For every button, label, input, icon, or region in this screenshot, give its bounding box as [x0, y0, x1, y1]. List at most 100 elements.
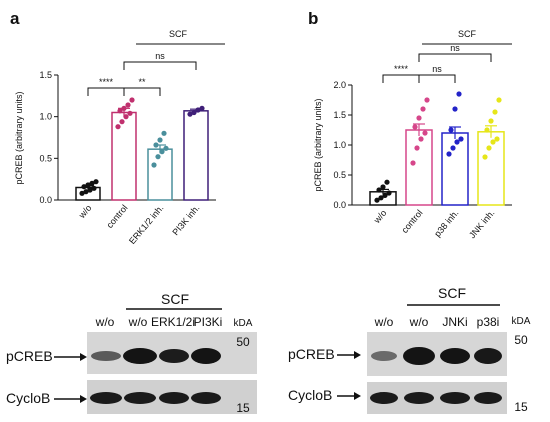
blot-marker-15-b: 15	[514, 400, 528, 414]
point-b-0-1	[378, 195, 384, 201]
band-pcreb-b-2	[403, 347, 435, 365]
sig-label-a-0: ****	[99, 77, 114, 87]
blot-row-label-pcreb-b: pCREB	[288, 346, 335, 362]
chart-a: SCF pCREB (arbitrary units) 0.0 0.5 1.0 1.5…	[14, 29, 225, 246]
point-b-1-6	[420, 106, 426, 112]
point-a-0-4	[81, 184, 87, 190]
arrowhead-pcreb-b	[354, 351, 361, 359]
blot-lane-label-b-3: JNKi	[442, 315, 467, 329]
point-b-2-4	[448, 127, 454, 133]
point-b-3-0	[482, 154, 488, 160]
y-tick-label-b-0: 0.0	[333, 200, 346, 210]
blot-kda-label-a: kDA	[234, 318, 253, 329]
point-a-1-0	[115, 124, 121, 130]
y-tick-label-b-3: 1.5	[333, 110, 346, 120]
point-b-1-1	[414, 145, 420, 151]
band-pcreb-b-3	[440, 348, 470, 364]
blot-scf-label-b: SCF	[438, 285, 466, 301]
band-cyclob-a-4	[191, 392, 221, 404]
blot-marker-15-a: 15	[236, 401, 250, 415]
point-a-1-4	[117, 108, 123, 114]
blot-marker-50-a: 50	[236, 335, 250, 349]
arrowhead-cyclob-a	[80, 395, 87, 403]
point-a-2-0	[151, 162, 157, 168]
point-a-0-2	[87, 187, 93, 193]
point-a-0-7	[93, 179, 99, 185]
band-pcreb-a-4	[191, 348, 221, 364]
category-label-a-1: control	[105, 203, 130, 230]
point-b-2-3	[458, 136, 464, 142]
band-cyclob-b-1	[370, 392, 398, 404]
blot-row-label-cyclob-a: CycloB	[6, 390, 50, 406]
point-b-1-0	[410, 160, 416, 166]
point-b-0-4	[376, 187, 382, 193]
sig-label-a-2: ns	[155, 51, 165, 61]
point-b-1-4	[412, 124, 418, 130]
sig-label-b-1: ns	[432, 64, 442, 74]
point-b-0-2	[382, 192, 388, 198]
y-tick-label-b-2: 1.0	[333, 140, 346, 150]
bar-a-3	[183, 110, 209, 201]
western-blot-a: SCF w/o w/o ERK1/2i PI3Ki kDA 50 15 pCRE…	[6, 291, 257, 415]
band-pcreb-b-4	[474, 348, 502, 364]
sig-bracket-a-2	[123, 61, 197, 70]
category-label-b-0: w/o	[371, 208, 388, 226]
band-cyclob-a-2	[124, 392, 156, 404]
point-b-2-5	[452, 106, 458, 112]
blot-lane-label-b-2: w/o	[409, 315, 429, 329]
western-blot-b: SCF w/o w/o JNKi p38i kDA 50 15 pCREB Cy…	[288, 285, 531, 414]
category-label-b-3: JNK inh.	[467, 208, 497, 240]
y-tick-label-a-0: 0.0	[39, 195, 52, 205]
point-a-3-1	[191, 109, 197, 116]
band-cyclob-b-4	[474, 392, 502, 404]
sig-label-b-2: ns	[450, 43, 460, 53]
bar-b-1	[405, 129, 433, 206]
blot-lane-label-a-1: w/o	[95, 315, 115, 329]
point-b-1-7	[424, 97, 430, 103]
sig-bracket-b-2	[418, 53, 492, 62]
panel-label-a: a	[10, 9, 20, 28]
point-b-1-5	[416, 115, 422, 121]
point-a-2-2	[159, 149, 165, 155]
band-pcreb-b-1	[371, 351, 397, 361]
sig-bracket-b-1	[418, 74, 456, 83]
y-tick-label-a-2: 1.0	[39, 112, 52, 122]
category-label-b-1: control	[400, 208, 425, 235]
band-pcreb-a-2	[123, 348, 157, 364]
chart-b: SCF pCREB (arbitrary units) 0.0 0.5 1.0 1.5…	[313, 29, 512, 240]
band-cyclob-b-2	[404, 392, 434, 404]
blot-lane-label-b-4: p38i	[477, 315, 500, 329]
point-a-2-3	[163, 145, 169, 151]
blot-kda-label-b: kDA	[512, 316, 531, 327]
point-a-3-0	[187, 111, 193, 117]
y-tick-label-a-3: 1.5	[39, 70, 52, 80]
band-cyclob-b-3	[440, 392, 470, 404]
sig-bracket-a-0	[87, 87, 125, 96]
blot-row-label-cyclob-b: CycloB	[288, 387, 332, 403]
point-b-0-6	[384, 179, 390, 185]
blot-lane-label-a-3: ERK1/2i	[151, 315, 195, 329]
sig-bracket-b-0	[382, 74, 420, 83]
sig-label-b-0: ****	[394, 64, 409, 74]
point-a-3-2	[195, 107, 201, 113]
band-pcreb-a-1	[91, 351, 121, 361]
point-a-2-5	[157, 137, 163, 143]
scf-bracket-label-a: SCF	[169, 29, 188, 39]
band-cyclob-a-3	[159, 392, 189, 404]
point-b-3-7	[496, 97, 502, 103]
blot-lane-label-a-2: w/o	[128, 315, 148, 329]
point-a-0-0	[79, 190, 85, 196]
point-b-3-4	[484, 127, 490, 133]
y-tick-label-b-4: 2.0	[333, 80, 346, 90]
point-a-2-4	[153, 142, 159, 148]
point-b-3-6	[492, 109, 498, 115]
point-a-0-5	[85, 182, 91, 188]
point-b-0-0	[374, 197, 380, 203]
blot-lane-label-a-4: PI3Ki	[194, 315, 223, 329]
category-label-b-2: p38 inh.	[432, 208, 460, 239]
point-a-2-1	[155, 154, 161, 160]
y-tick-label-a-1: 0.5	[39, 153, 52, 163]
band-pcreb-a-3	[159, 349, 189, 363]
point-b-0-3	[386, 190, 392, 196]
